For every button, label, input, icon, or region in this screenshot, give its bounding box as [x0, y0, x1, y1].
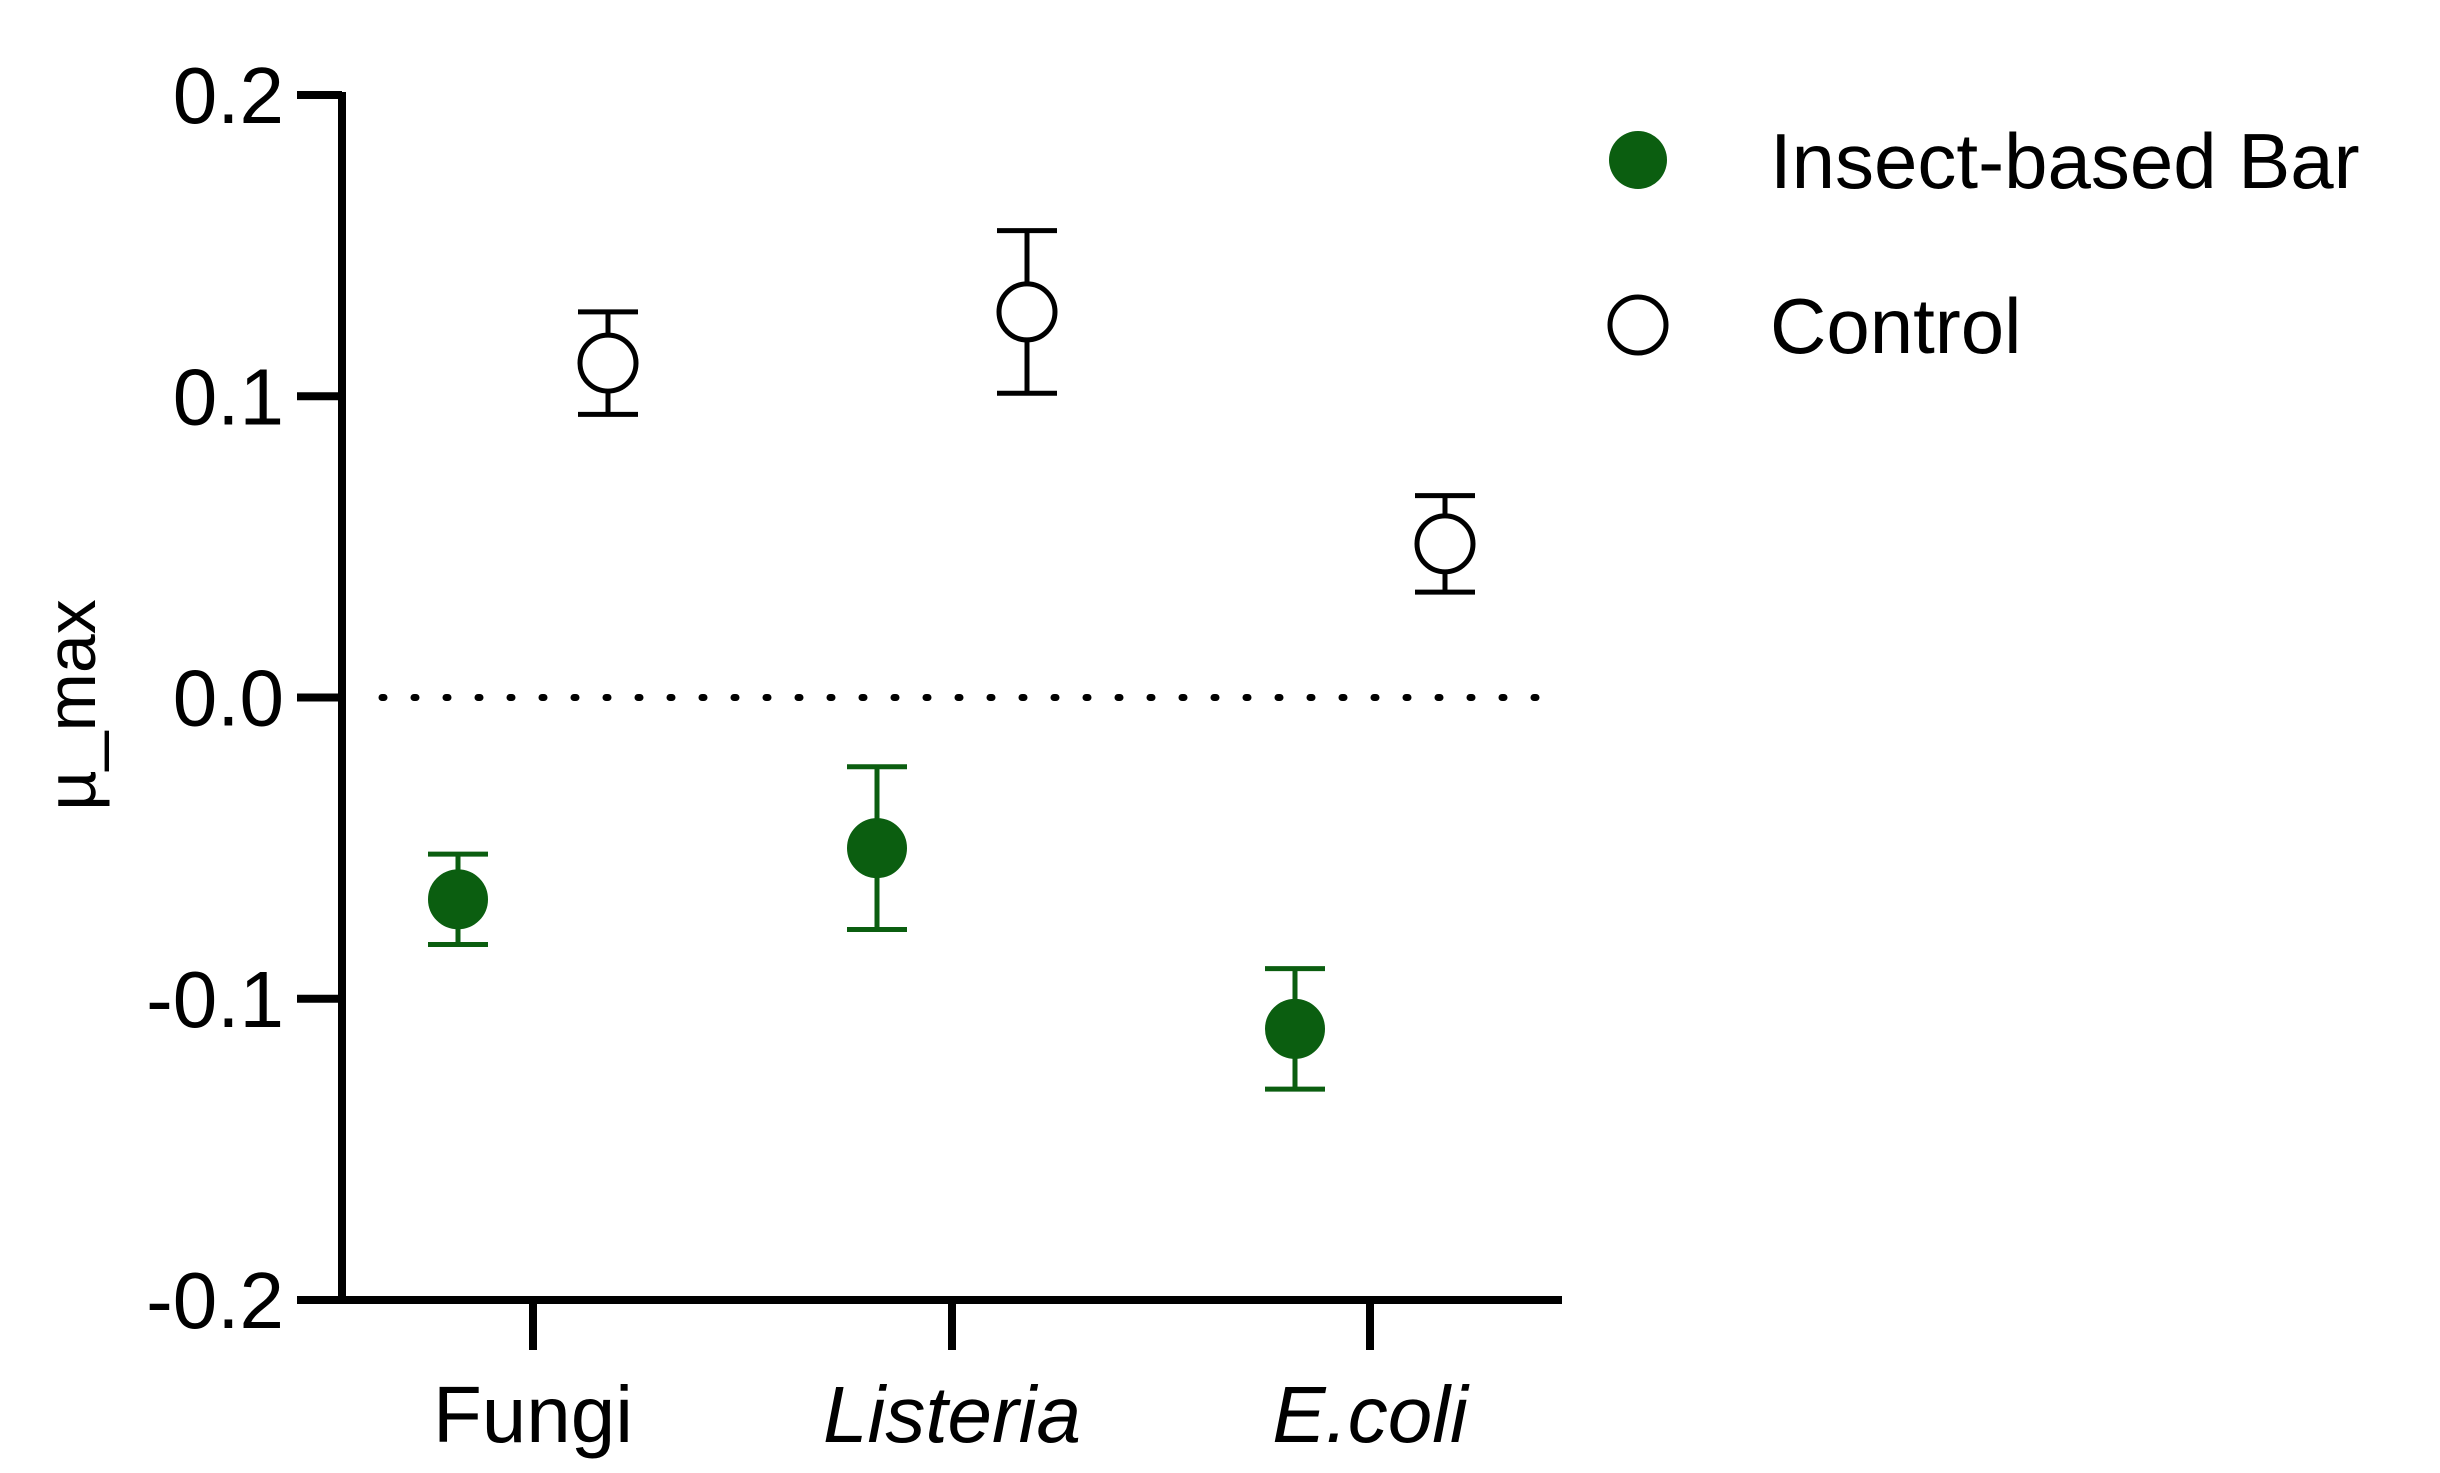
data-point [1265, 998, 1325, 1059]
legend-label: Control [1770, 282, 2021, 370]
x-tick-label: Fungi [433, 1370, 633, 1459]
y-tick-label: 0.1 [173, 352, 284, 441]
x-tick-label: E.coli [1272, 1370, 1470, 1459]
legend: Insect-based Bar Control [1607, 117, 2360, 370]
axes: 0.2 0.1 0.0 -0.1 -0.2 Fungi Listeria E.coli [146, 51, 1562, 1459]
legend-marker [1607, 294, 1669, 356]
legend-marker [1609, 131, 1667, 189]
data-point [847, 818, 907, 879]
y-tick-label: 0.0 [173, 654, 284, 743]
y-tick-label: -0.1 [146, 955, 284, 1044]
y-tick-label: 0.2 [173, 51, 284, 140]
data-point [1414, 513, 1476, 575]
data-point [996, 281, 1058, 343]
data-point [428, 869, 488, 930]
data-point [577, 332, 639, 394]
y-tick-label: -0.2 [146, 1256, 284, 1345]
legend-label: Insect-based Bar [1770, 117, 2360, 205]
x-tick-label: Listeria [823, 1370, 1081, 1459]
chart-marks [428, 228, 1476, 1092]
y-axis-title: µ_max [32, 599, 110, 811]
